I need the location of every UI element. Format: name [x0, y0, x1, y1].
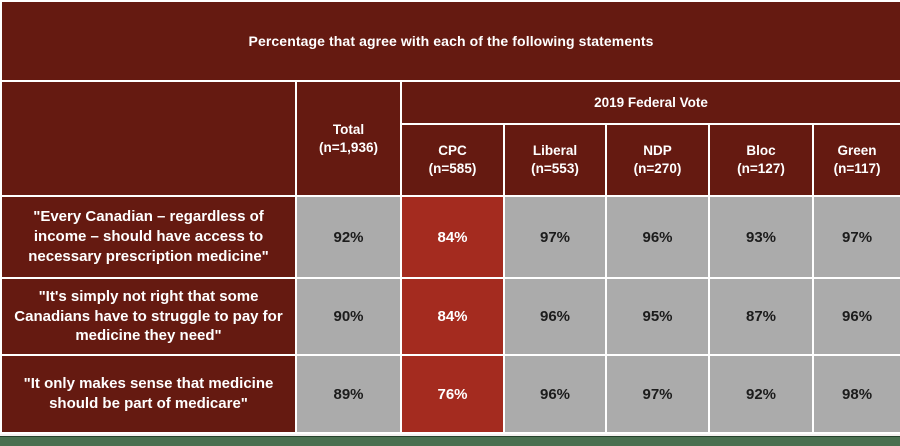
table-row: "Every Canadian – regardless of income –…	[0, 195, 900, 279]
liberal-header-n: (n=553)	[531, 161, 579, 176]
value-cell-cpc-highlighted: 76%	[400, 354, 505, 434]
value-cell-cpc-highlighted: 84%	[400, 277, 505, 356]
column-header-green: Green (n=117)	[811, 123, 900, 197]
statement-column-header-empty	[0, 80, 297, 197]
value-cell-cpc-highlighted: 84%	[400, 195, 505, 279]
survey-table: Percentage that agree with each of the f…	[0, 0, 900, 434]
value-cell-bloc: 93%	[708, 195, 814, 279]
total-header-n: (n=1,936)	[319, 139, 378, 155]
value-cell-ndp: 95%	[605, 277, 710, 356]
cpc-header-label: CPC	[438, 143, 467, 159]
value-cell-total: 92%	[295, 195, 402, 279]
footer-green-bar	[0, 434, 900, 446]
value-cell-green: 97%	[811, 195, 900, 279]
statement-cell: "It only makes sense that medicine shoul…	[0, 354, 297, 434]
bloc-header-label: Bloc	[746, 143, 776, 159]
cpc-header-n: (n=585)	[428, 161, 477, 176]
green-header-label: Green	[837, 143, 877, 159]
ndp-header-label: NDP	[643, 143, 672, 159]
column-header-liberal: Liberal (n=553)	[503, 123, 607, 197]
column-header-ndp: NDP (n=270)	[605, 123, 710, 197]
value-cell-bloc: 92%	[708, 354, 814, 434]
table-row: "It's simply not right that some Canadia…	[0, 277, 900, 356]
statement-cell: "It's simply not right that some Canadia…	[0, 277, 297, 356]
value-cell-total: 90%	[295, 277, 402, 356]
value-cell-bloc: 87%	[708, 277, 814, 356]
column-header-bloc: Bloc (n=127)	[708, 123, 814, 197]
value-cell-ndp: 97%	[605, 354, 710, 434]
value-cell-liberal: 96%	[503, 354, 607, 434]
group-header-2019-federal-vote: 2019 Federal Vote	[399, 80, 900, 125]
statement-cell: "Every Canadian – regardless of income –…	[0, 195, 297, 279]
total-header-label: Total	[332, 121, 365, 137]
value-cell-green: 98%	[811, 354, 900, 434]
table-title: Percentage that agree with each of the f…	[0, 0, 900, 82]
column-header-total: Total (n=1,936)	[295, 80, 402, 197]
column-header-cpc: CPC (n=585)	[400, 123, 505, 197]
value-cell-liberal: 97%	[503, 195, 607, 279]
ndp-header-n: (n=270)	[633, 161, 682, 176]
bloc-header-n: (n=127)	[737, 161, 785, 176]
table-row: "It only makes sense that medicine shoul…	[0, 354, 900, 434]
liberal-header-label: Liberal	[532, 143, 578, 159]
value-cell-liberal: 96%	[503, 277, 607, 356]
value-cell-green: 96%	[811, 277, 900, 356]
value-cell-ndp: 96%	[605, 195, 710, 279]
green-header-n: (n=117)	[833, 161, 881, 176]
value-cell-total: 89%	[295, 354, 402, 434]
